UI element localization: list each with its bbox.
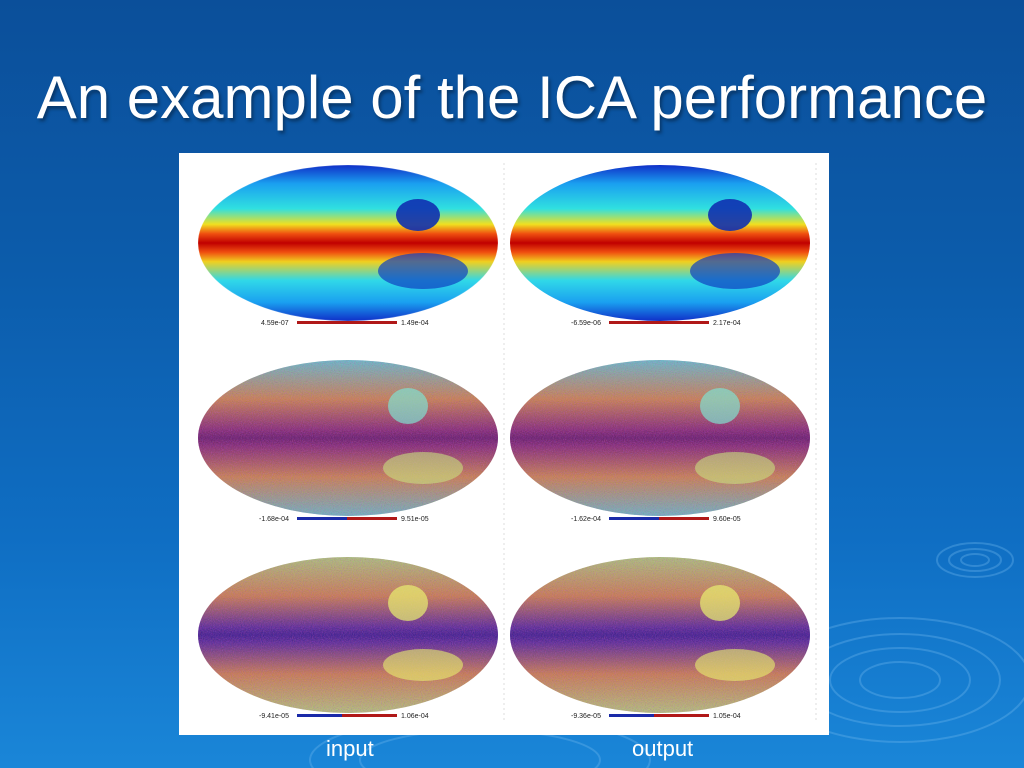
map-bottom-output [510, 557, 810, 713]
colorbar-max-label: 9.60e-05 [713, 516, 741, 523]
sky-maps-image: 4.59e-07 1.49e-04 -6.59e-06 2.17e-04 -1.… [197, 163, 817, 723]
colorbar-min-label: 4.59e-07 [261, 320, 289, 327]
map-bottom-input [198, 557, 498, 713]
colorbar-max-label: 1.49e-04 [401, 320, 429, 327]
map-top-output [510, 165, 810, 321]
slide-title: An example of the ICA performance [36, 64, 988, 131]
caption-input: input [326, 736, 374, 761]
sky-maps-figure: 4.59e-07 1.49e-04 -6.59e-06 2.17e-04 -1.… [179, 153, 829, 735]
colorbar-min-label: -9.36e-05 [571, 713, 601, 720]
colorbar-middle-output: -1.62e-04 9.60e-05 [571, 516, 741, 523]
colorbar-max-label: 2.17e-04 [713, 320, 741, 327]
colorbar-max-label: 9.51e-05 [401, 516, 429, 523]
colorbar-min-label: -6.59e-06 [571, 320, 601, 327]
colorbar-top-output: -6.59e-06 2.17e-04 [571, 320, 741, 327]
map-middle-input [198, 360, 498, 516]
colorbar-min-label: -1.68e-04 [259, 516, 289, 523]
colorbar-middle-input: -1.68e-04 9.51e-05 [259, 516, 429, 523]
colorbar-min-label: -9.41e-05 [259, 713, 289, 720]
map-top-input [197, 164, 499, 322]
colorbar-max-label: 1.06e-04 [401, 713, 429, 720]
map-middle-output [510, 360, 810, 516]
colorbar-bottom-output: -9.36e-05 1.05e-04 [571, 713, 741, 720]
colorbar-bottom-input: -9.41e-05 1.06e-04 [259, 713, 429, 720]
caption-output: output [632, 736, 694, 761]
colorbar-top-input: 4.59e-07 1.49e-04 [261, 320, 429, 327]
colorbar-max-label: 1.05e-04 [713, 713, 741, 720]
colorbar-min-label: -1.62e-04 [571, 516, 601, 523]
